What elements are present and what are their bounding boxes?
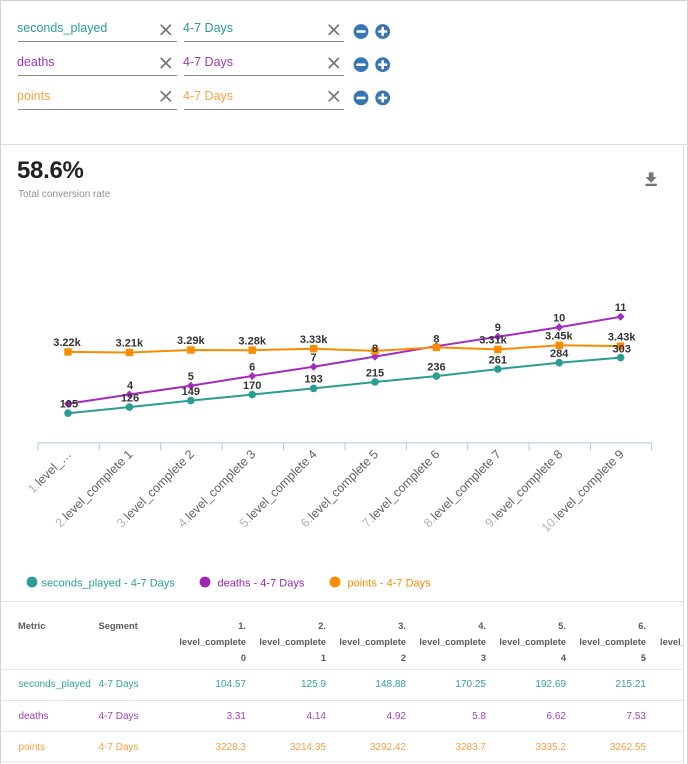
svg-text:5: 5 <box>188 371 194 383</box>
svg-text:3.21k: 3.21k <box>116 338 144 350</box>
svg-text:5: 5 <box>641 653 646 663</box>
svg-text:3228.3: 3228.3 <box>215 742 246 753</box>
svg-text:4: 4 <box>127 380 134 392</box>
svg-text:4: 4 <box>561 653 567 663</box>
svg-text:3.29k: 3.29k <box>177 335 205 347</box>
svg-text:7: 7 <box>311 352 317 364</box>
svg-text:11: 11 <box>615 302 627 314</box>
svg-text:level_complete: level_complete <box>419 637 486 647</box>
svg-text:236: 236 <box>427 361 445 373</box>
svg-text:10: 10 <box>553 313 565 325</box>
svg-text:104.57: 104.57 <box>215 679 246 690</box>
svg-text:3.28k: 3.28k <box>238 335 266 347</box>
svg-text:148.88: 148.88 <box>375 679 406 690</box>
svg-text:4-7 Days: 4-7 Days <box>99 711 139 722</box>
svg-text:deaths: deaths <box>19 711 49 722</box>
svg-text:215: 215 <box>366 367 384 379</box>
svg-text:8: 8 <box>372 343 378 355</box>
svg-text:2: 2 <box>401 653 406 663</box>
svg-text:level_complete: level_complete <box>579 637 646 647</box>
svg-text:level_complete: level_complete <box>339 637 406 647</box>
svg-text:3262.55: 3262.55 <box>610 742 647 753</box>
svg-text:261: 261 <box>489 354 507 366</box>
svg-text:6: 6 <box>249 361 255 373</box>
svg-text:level_complete: level_complete <box>179 637 246 647</box>
svg-text:1.level_…: 1.level_… <box>25 447 74 496</box>
svg-text:4-7 Days: 4-7 Days <box>99 679 139 690</box>
svg-text:9: 9 <box>495 322 501 334</box>
svg-text:170.25: 170.25 <box>455 679 486 690</box>
svg-text:0: 0 <box>241 653 246 663</box>
svg-text:3283.7: 3283.7 <box>455 742 486 753</box>
svg-text:105: 105 <box>60 399 78 411</box>
svg-text:1: 1 <box>321 653 326 663</box>
svg-text:3335.2: 3335.2 <box>535 742 566 753</box>
svg-text:seconds_played - 4-7 Days: seconds_played - 4-7 Days <box>42 578 176 590</box>
svg-text:149: 149 <box>182 386 200 398</box>
svg-text:1.: 1. <box>238 621 246 631</box>
svg-text:2.: 2. <box>318 621 326 631</box>
svg-text:7.53: 7.53 <box>627 711 647 722</box>
svg-text:3292.42: 3292.42 <box>370 742 407 753</box>
svg-text:3214.35: 3214.35 <box>290 742 327 753</box>
svg-text:284: 284 <box>550 348 569 360</box>
svg-text:125.9: 125.9 <box>301 679 326 690</box>
svg-text:4.: 4. <box>478 621 486 631</box>
svg-text:303: 303 <box>613 344 631 356</box>
svg-text:4-7 Days: 4-7 Days <box>99 742 139 753</box>
svg-text:points - 4-7 Days: points - 4-7 Days <box>348 578 432 590</box>
svg-text:Segment: Segment <box>99 621 138 631</box>
svg-text:193: 193 <box>304 374 322 386</box>
svg-text:points: points <box>19 742 46 753</box>
svg-text:3.43k: 3.43k <box>608 331 636 343</box>
svg-text:5.8: 5.8 <box>472 711 486 722</box>
svg-text:deaths - 4-7 Days: deaths - 4-7 Days <box>218 578 305 590</box>
svg-text:3.31k: 3.31k <box>479 335 507 347</box>
svg-text:level_complete: level_complete <box>499 637 566 647</box>
svg-text:4.92: 4.92 <box>387 711 407 722</box>
svg-text:5.: 5. <box>558 621 566 631</box>
svg-text:4.14: 4.14 <box>307 711 327 722</box>
svg-text:seconds_played: seconds_played <box>19 679 91 690</box>
svg-text:6.: 6. <box>638 621 646 631</box>
svg-text:8: 8 <box>433 333 439 345</box>
svg-text:6.62: 6.62 <box>547 711 567 722</box>
svg-text:level_complete: level_complete <box>259 637 326 647</box>
svg-text:126: 126 <box>121 392 139 404</box>
svg-text:192.69: 192.69 <box>535 679 566 690</box>
svg-text:3.22k: 3.22k <box>53 337 81 349</box>
svg-text:170: 170 <box>243 380 261 392</box>
svg-text:3: 3 <box>481 653 486 663</box>
svg-text:3.: 3. <box>398 621 406 631</box>
svg-text:3.31: 3.31 <box>227 711 247 722</box>
svg-text:Metric: Metric <box>18 621 45 631</box>
svg-text:level_complete: level_complete <box>660 637 683 647</box>
svg-text:215.21: 215.21 <box>615 679 646 690</box>
svg-text:3.45k: 3.45k <box>545 331 573 343</box>
svg-text:3.33k: 3.33k <box>300 334 328 346</box>
